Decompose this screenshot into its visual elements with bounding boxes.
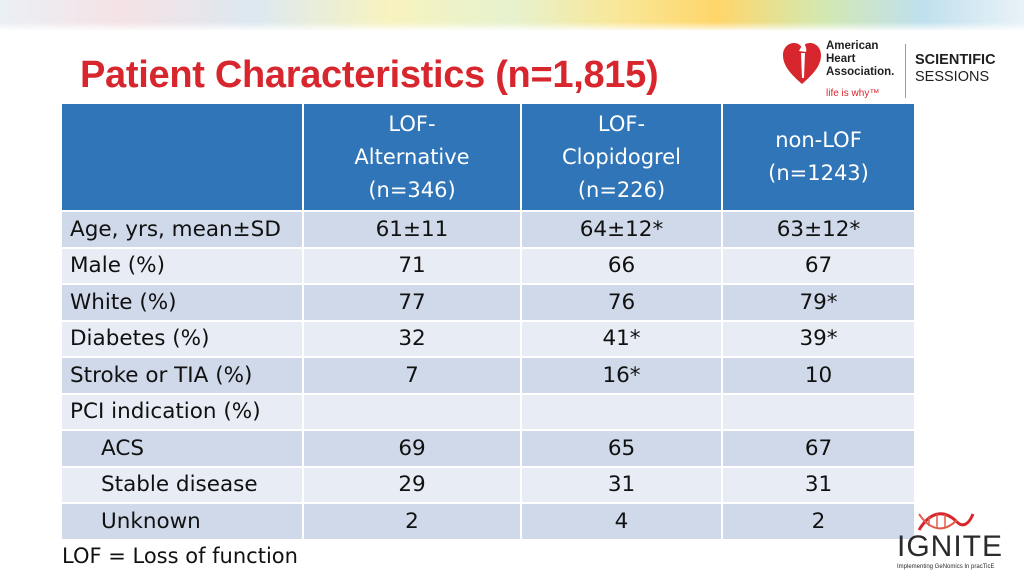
table-cell [722, 392, 914, 430]
logo-divider [905, 44, 906, 98]
table-cell: 67 [722, 246, 914, 284]
table-cell: 61±11 [303, 210, 522, 248]
header-line: Clopidogrel [562, 144, 681, 169]
heart-torch-icon [783, 42, 821, 84]
table-row: ACS 69 65 67 [62, 429, 914, 467]
header-line: (n=1243) [768, 161, 869, 185]
dna-helix-icon [917, 512, 975, 531]
header-empty-cell [62, 104, 304, 211]
sessions-line-1: SCIENTIFIC [915, 52, 996, 68]
table-cell: 66 [521, 246, 723, 284]
ignite-logo: IGNITE Implementing GeNomics In pracTicE [893, 508, 1013, 572]
table-row: Stroke or TIA (%) 7 16* 10 [62, 356, 914, 394]
table-cell: 2 [722, 502, 914, 539]
table-cell: 79* [722, 283, 914, 321]
header-line: (n=226) [577, 177, 666, 202]
header-line: (n=346) [368, 177, 456, 202]
row-label: Diabetes (%) [62, 319, 304, 357]
aha-line-2: Heart [826, 53, 856, 65]
header-non-lof: non-LOF (n=1243) [722, 104, 914, 211]
table-cell: 31 [722, 465, 914, 503]
table-cell: 29 [303, 465, 522, 503]
table-cell [303, 392, 522, 430]
table-cell: 4 [521, 502, 723, 539]
table-cell: 67 [722, 429, 914, 467]
scientific-sessions-logo: SCIENTIFIC SESSIONS [915, 52, 1015, 86]
table-header-row: LOF- Alternative (n=346) LOF- Clopidogre… [62, 104, 914, 211]
row-label: ACS [62, 429, 304, 467]
header-line: LOF- [597, 111, 646, 136]
aha-line-1: American [826, 40, 879, 52]
table-cell: 77 [303, 283, 522, 321]
table-cell: 65 [521, 429, 723, 467]
sessions-line-2: SESSIONS [915, 69, 990, 85]
patient-characteristics-table: LOF- Alternative (n=346) LOF- Clopidogre… [62, 104, 914, 539]
table-cell: 63±12* [722, 210, 914, 248]
header-line: Alternative [354, 144, 470, 169]
slide-title: Patient Characteristics (n=1,815) [80, 54, 659, 96]
footnote: LOF = Loss of function [62, 544, 298, 568]
row-label: Unknown [62, 502, 304, 539]
table-cell: 2 [303, 502, 522, 539]
header-lof-clopidogrel: LOF- Clopidogrel (n=226) [521, 104, 723, 211]
table-row: PCI indication (%) [62, 392, 914, 430]
table-cell: 64±12* [521, 210, 723, 248]
header-line: LOF- [388, 111, 436, 136]
table-row: Age, yrs, mean±SD 61±11 64±12* 63±12* [62, 210, 914, 248]
aha-tagline: life is why™ [826, 88, 880, 99]
table-cell: 39* [722, 319, 914, 357]
table-row: Diabetes (%) 32 41* 39* [62, 319, 914, 357]
table-cell [521, 392, 723, 430]
row-label: PCI indication (%) [62, 392, 304, 430]
row-label: Male (%) [62, 246, 304, 284]
ignite-subtitle: Implementing GeNomics In pracTicE [897, 564, 995, 570]
table-cell: 7 [303, 356, 522, 394]
header-lof-alternative: LOF- Alternative (n=346) [303, 104, 522, 211]
table-cell: 16* [521, 356, 723, 394]
table-row: Unknown 2 4 2 [62, 502, 914, 539]
table-row: White (%) 77 76 79* [62, 283, 914, 321]
table-row: Male (%) 71 66 67 [62, 246, 914, 284]
banner-fade [0, 22, 1024, 32]
table-cell: 31 [521, 465, 723, 503]
table-cell: 76 [521, 283, 723, 321]
table-cell: 71 [303, 246, 522, 284]
row-label: Stroke or TIA (%) [62, 356, 304, 394]
header-line: non-LOF [775, 128, 862, 152]
row-label: Stable disease [62, 465, 304, 503]
table-cell: 41* [521, 319, 723, 357]
ignite-wordmark: IGNITE [897, 530, 1004, 563]
table-cell: 32 [303, 319, 522, 357]
table-row: Stable disease 29 31 31 [62, 465, 914, 503]
table-cell: 10 [722, 356, 914, 394]
row-label: Age, yrs, mean±SD [62, 210, 304, 248]
aha-wordmark: American Heart Association. [826, 40, 914, 79]
aha-line-3: Association. [826, 66, 895, 78]
american-heart-association-logo: American Heart Association. life is why™ [782, 38, 914, 102]
row-label: White (%) [62, 283, 304, 321]
table-cell: 69 [303, 429, 522, 467]
